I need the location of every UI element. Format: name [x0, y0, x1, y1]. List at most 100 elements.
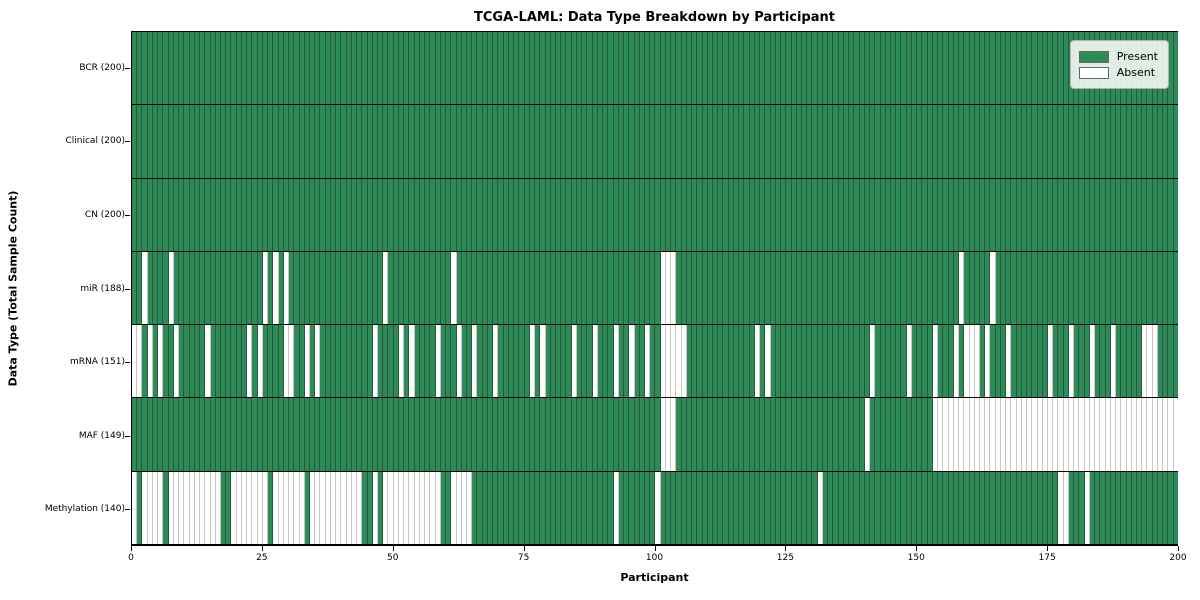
heatmap-cell: [540, 398, 546, 471]
heatmap-cell: [200, 398, 206, 471]
heatmap-cell: [1126, 325, 1132, 398]
heatmap-cell: [200, 32, 206, 105]
heatmap-cell: [995, 178, 1001, 251]
heatmap-cell: [807, 398, 813, 471]
heatmap-cell: [576, 178, 583, 251]
heatmap-cell: [336, 251, 342, 325]
heatmap-cell: [147, 251, 153, 325]
heatmap-cell: [200, 178, 206, 251]
heatmap-cell: [1079, 398, 1085, 471]
heatmap-cell: [597, 325, 604, 398]
heatmap-cell: [1032, 251, 1038, 325]
x-tick-label-100: 100: [645, 553, 664, 563]
heatmap-cell: [603, 471, 609, 544]
heatmap-cell: [1021, 251, 1028, 325]
heatmap-cell: [781, 325, 787, 398]
heatmap-cell: [451, 325, 457, 398]
heatmap-cell: [482, 325, 488, 398]
heatmap-cell: [995, 251, 1001, 325]
heatmap-cell: [1089, 325, 1096, 398]
heatmap-cell: [184, 471, 190, 544]
heatmap-cell: [357, 251, 363, 325]
heatmap-cell: [268, 105, 274, 178]
heatmap-cell: [885, 105, 891, 178]
heatmap-cell: [744, 32, 750, 105]
heatmap-cell: [555, 251, 562, 325]
heatmap-cell: [964, 32, 970, 105]
heatmap-cell: [498, 105, 504, 178]
heatmap-cell: [294, 32, 300, 105]
heatmap-cell: [822, 251, 829, 325]
heatmap-cell: [1058, 398, 1064, 471]
heatmap-cell: [289, 105, 295, 178]
heatmap-cell: [514, 251, 520, 325]
heatmap-cell: [414, 32, 420, 105]
heatmap-cell: [692, 471, 698, 544]
heatmap-cell: [749, 471, 755, 544]
heatmap-cell: [901, 178, 907, 251]
heatmap-cell: [540, 32, 546, 105]
heatmap-cell: [540, 471, 546, 544]
heatmap-cell: [1074, 471, 1080, 544]
heatmap-cell: [535, 251, 541, 325]
heatmap-cell: [555, 398, 562, 471]
heatmap-cell: [299, 471, 305, 544]
heatmap-cell: [833, 325, 839, 398]
heatmap-cell: [974, 325, 980, 398]
heatmap-cell: [304, 471, 310, 544]
heatmap-cell: [613, 178, 619, 251]
heatmap-cell: [1105, 398, 1111, 471]
x-tick-label-25: 25: [256, 553, 268, 563]
heatmap-cell: [629, 105, 635, 178]
heatmap-cell: [587, 105, 593, 178]
heatmap-cell: [215, 178, 221, 251]
heatmap-cell: [529, 398, 536, 471]
y-tick-mark: [125, 214, 130, 216]
heatmap-cell: [906, 105, 912, 178]
heatmap-cell: [932, 325, 939, 398]
heatmap-cell: [283, 325, 290, 398]
heatmap-cell: [383, 251, 389, 325]
heatmap-cell: [943, 251, 949, 325]
heatmap-cell: [943, 32, 949, 105]
heatmap-cell: [336, 178, 342, 251]
heatmap-cell: [430, 105, 436, 178]
heatmap-cell: [964, 105, 970, 178]
heatmap-cell: [943, 105, 949, 178]
heatmap-cell: [1131, 178, 1137, 251]
heatmap-cell: [906, 178, 912, 251]
heatmap-cell: [796, 251, 802, 325]
heatmap-cell: [1121, 325, 1127, 398]
heatmap-cell: [1058, 105, 1064, 178]
heatmap-cell: [974, 178, 980, 251]
heatmap-cell: [1006, 471, 1012, 544]
heatmap-cell: [1016, 251, 1022, 325]
heatmap-cell: [807, 471, 813, 544]
heatmap-cell: [1126, 178, 1132, 251]
heatmap-cell: [1074, 398, 1080, 471]
heatmap-cell: [613, 398, 619, 471]
heatmap-cell: [414, 398, 420, 471]
heatmap-cell: [398, 105, 405, 178]
heatmap-cell: [1147, 178, 1153, 251]
heatmap-cell: [833, 178, 839, 251]
heatmap-cell: [692, 32, 698, 105]
heatmap-cell: [802, 105, 808, 178]
heatmap-cell: [822, 32, 829, 105]
heatmap-cell: [765, 105, 771, 178]
heatmap-cell: [205, 325, 211, 398]
heatmap-cell: [142, 105, 148, 178]
heatmap-cell: [241, 105, 248, 178]
heatmap-cell: [901, 398, 907, 471]
heatmap-cell: [142, 178, 148, 251]
heatmap-cell: [1089, 471, 1096, 544]
heatmap-cell: [210, 251, 216, 325]
heatmap-cell: [634, 471, 640, 544]
heatmap-cell: [770, 251, 776, 325]
heatmap-cell: [561, 105, 567, 178]
heatmap-cell: [854, 178, 860, 251]
heatmap-cell: [179, 325, 185, 398]
heatmap-cell: [1105, 325, 1111, 398]
heatmap-cell: [629, 251, 635, 325]
heatmap-cell: [707, 178, 714, 251]
